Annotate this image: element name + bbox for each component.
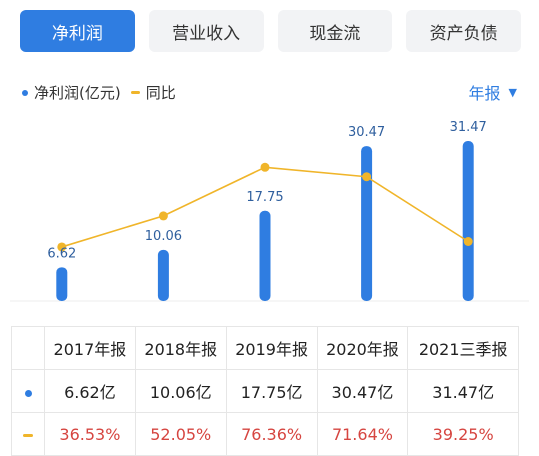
table-cell: 36.53% (44, 412, 136, 456)
bar-1 (157, 249, 169, 301)
tab-net-profit[interactable]: 净利润 (20, 10, 135, 52)
data-table: 2017年报 2018年报 2019年报 2020年报 2021三季报 6.62… (11, 326, 519, 456)
bar-value-label-3: 30.47 (348, 125, 385, 140)
bar-value-label-0: 6.62 (47, 246, 76, 261)
bullet-dot-icon (24, 389, 32, 397)
table-cell: 52.05% (134, 412, 227, 456)
yoy-point-3 (362, 172, 372, 182)
table-cell: 39.25% (407, 412, 519, 456)
tab-cash-flow[interactable]: 现金流 (277, 10, 393, 52)
legend-net-profit-label: 净利润(亿元) (34, 84, 121, 102)
header-cell: 2019年报 (225, 326, 318, 370)
tab-balance-sheet[interactable]: 资产负债 (406, 10, 521, 52)
row-marker-cell (11, 369, 45, 413)
bar-value-label-1: 10.06 (145, 229, 182, 244)
table-cell: 17.75亿 (225, 369, 318, 413)
yoy-point-0 (57, 242, 67, 252)
legend-yoy-label: 同比 (145, 84, 176, 102)
period-label: 年报 (468, 84, 501, 103)
table-cell: 71.64% (316, 412, 409, 456)
bar-value-label-4: 31.47 (450, 120, 487, 135)
bullet-dash-icon (23, 433, 33, 437)
row-marker-cell (11, 412, 45, 456)
bar-2 (259, 210, 271, 301)
header-blank-cell (11, 326, 45, 370)
bar-0 (56, 267, 68, 301)
table-cell: 30.47亿 (316, 369, 409, 413)
legend-dash-icon (130, 91, 140, 94)
dropdown-triangle-icon: ▼ (508, 85, 517, 99)
table-row-net-profit: 6.62亿 10.06亿 17.75亿 30.47亿 31.47亿 (11, 369, 519, 413)
header-cell: 2017年报 (44, 326, 136, 370)
tab-revenue[interactable]: 营业收入 (148, 10, 264, 52)
yoy-point-2 (260, 162, 270, 172)
legend-dot-icon (22, 89, 28, 96)
bar-4 (462, 141, 474, 301)
yoy-point-4 (463, 237, 473, 246)
table-cell: 76.36% (225, 412, 318, 456)
table-cell: 6.62亿 (44, 369, 136, 413)
net-profit-chart: 6.62 10.06 17.75 30.47 31.47 (10, 120, 529, 302)
header-cell: 2018年报 (134, 326, 227, 370)
table-cell: 31.47亿 (407, 369, 519, 413)
bar-value-label-2: 17.75 (246, 190, 283, 205)
period-selector[interactable]: 年报 ▼ (469, 80, 517, 104)
chart-legend: 净利润(亿元) 同比 (22, 82, 176, 103)
header-cell: 2021三季报 (407, 326, 519, 370)
table-header-row: 2017年报 2018年报 2019年报 2020年报 2021三季报 (11, 326, 519, 370)
metric-tabs: 净利润 营业收入 现金流 资产负债 (20, 10, 521, 52)
table-row-yoy: 36.53% 52.05% 76.36% 71.64% 39.25% (11, 412, 519, 456)
yoy-point-1 (158, 211, 168, 221)
bar-3 (361, 146, 373, 301)
table-cell: 10.06亿 (134, 369, 227, 413)
header-cell: 2020年报 (316, 326, 409, 370)
